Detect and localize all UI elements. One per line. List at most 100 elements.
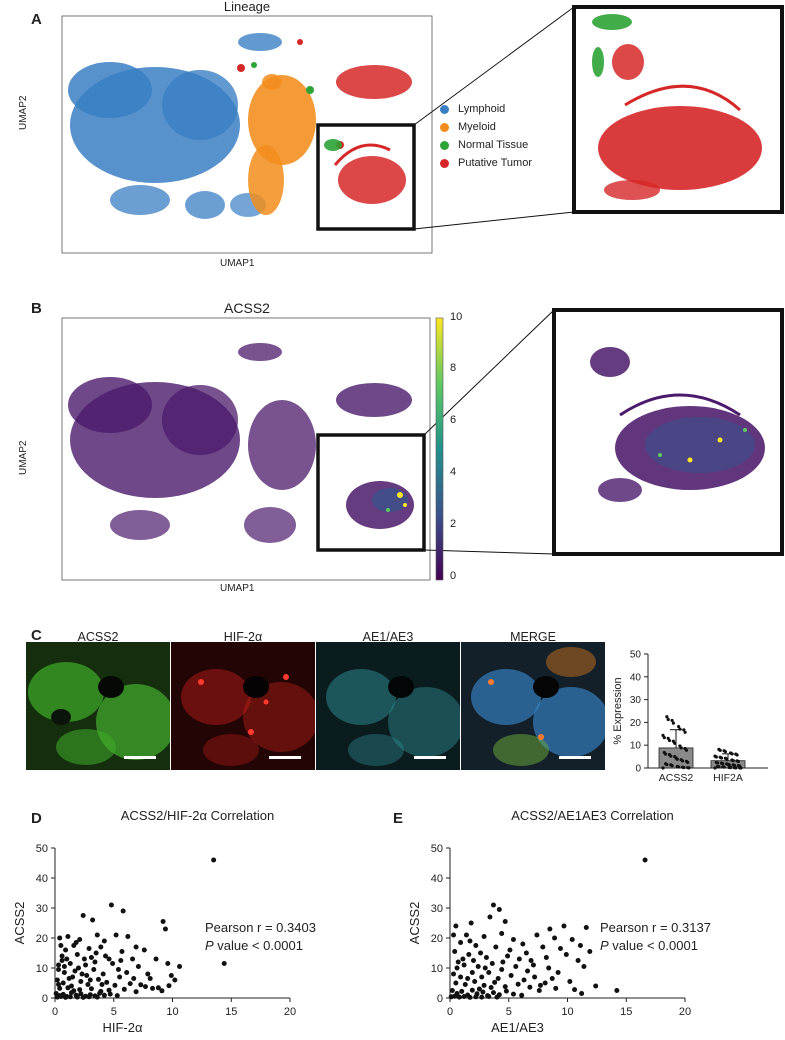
scatter-point <box>104 979 110 985</box>
scatter-point <box>546 965 552 971</box>
scale-bar <box>559 756 591 759</box>
merge-micrograph <box>461 642 605 770</box>
scatter-point <box>97 990 103 996</box>
scatter-point <box>56 982 62 987</box>
putative-tumor-cluster <box>237 39 412 204</box>
bar-data-point <box>722 749 726 753</box>
scatter-x-tick-label: 15 <box>620 1006 632 1018</box>
scatter-point <box>145 971 151 977</box>
scatter-point <box>502 984 508 990</box>
bar-data-point <box>675 764 679 769</box>
scatter-point <box>81 956 87 962</box>
scatter-point <box>572 987 578 993</box>
image-label: HIF-2α <box>223 630 263 644</box>
bar-data-point <box>717 747 721 751</box>
scatter-point <box>130 956 136 962</box>
scatter-point <box>88 955 94 960</box>
scatter-point <box>466 952 472 957</box>
scatter-point <box>67 961 73 966</box>
scatter-point <box>490 902 496 908</box>
panel-a-legend: Lymphoid Myeloid Normal Tissue Putative … <box>440 100 565 172</box>
zoom-line-bottom <box>423 549 555 555</box>
ae1ae3-micrograph <box>316 642 460 770</box>
scatter-point <box>553 985 559 991</box>
panel-b-zoom-box <box>316 433 426 552</box>
zoom-line-bottom <box>413 211 575 230</box>
scatter-point <box>483 955 489 960</box>
scatter-point <box>100 971 106 977</box>
scatter-point <box>557 946 563 951</box>
scatter-point <box>58 994 64 999</box>
scatter-point <box>121 986 127 992</box>
scatter-point <box>98 944 104 950</box>
bar-data-point <box>718 755 722 759</box>
scatter-point <box>467 994 473 1000</box>
scatter-point <box>561 923 567 929</box>
scatter-point <box>54 977 60 983</box>
scatter-point <box>77 937 83 942</box>
scatter-point <box>505 953 511 959</box>
scatter-point <box>488 985 494 990</box>
bar-data-point <box>714 760 718 764</box>
scatter-point <box>56 967 62 972</box>
lymphoid-cluster <box>68 33 282 219</box>
bar-y-tick-label: 50 <box>630 650 642 661</box>
scatter-point <box>159 988 165 994</box>
scatter-point <box>119 949 125 954</box>
bar-data-point <box>680 765 685 769</box>
scatter-point <box>469 970 475 975</box>
scatter-point <box>642 857 648 863</box>
bar-data-point <box>673 754 677 759</box>
scatter-y-tick-label: 10 <box>431 963 443 975</box>
scatter-point <box>86 994 92 1000</box>
scatter-point <box>133 944 139 950</box>
scatter-point <box>500 959 506 965</box>
scatter-point <box>106 956 112 962</box>
scatter-point <box>177 964 183 969</box>
scatter-point <box>523 950 529 956</box>
scatter-point <box>114 993 120 999</box>
panel-b-plot-frame <box>61 317 431 581</box>
scatter-point <box>487 914 493 920</box>
scatter-point <box>108 902 114 908</box>
scatter-point <box>57 935 63 941</box>
scatter-point <box>451 932 457 938</box>
colorbar-tick: 8 <box>450 362 457 374</box>
panel-a-title: Lineage <box>223 0 271 14</box>
p-value-annotation: P value < 0.0001 <box>205 938 303 953</box>
scatter-point <box>131 976 137 981</box>
myeloid-cluster <box>248 74 316 215</box>
scatter-point <box>84 973 90 978</box>
scatter-point <box>76 965 81 971</box>
scatter-point <box>112 982 118 988</box>
scatter-point <box>542 980 548 986</box>
ae1ae3-correlation-scatter: ACSS2/AE1AE3 Correlation 0 10 20 30 40 50 0 5 10 1… <box>407 808 711 1035</box>
bar-data-point <box>661 733 665 738</box>
colorbar-tick: 4 <box>450 466 457 478</box>
scatter-y-tick-label: 0 <box>437 993 443 1005</box>
scatter-point <box>150 985 156 991</box>
scatter-point <box>60 980 66 986</box>
colorbar-tick: 2 <box>450 518 457 530</box>
scatter-point <box>454 965 460 971</box>
bar-data-point <box>666 736 670 740</box>
scatter-point <box>482 965 488 971</box>
scatter-point <box>160 919 166 924</box>
bar-data-point <box>738 766 742 770</box>
pearson-r-annotation: Pearson r = 0.3137 <box>600 920 711 935</box>
scatter-point <box>508 973 514 978</box>
p-value-text: value < 0.0001 <box>214 938 303 953</box>
scatter-y-tick-label: 30 <box>36 903 48 915</box>
image-label: MERGE <box>510 630 556 644</box>
bar-data-point <box>721 765 725 769</box>
scatter-point <box>469 987 475 993</box>
scatter-point <box>74 952 80 957</box>
scatter-point <box>63 994 69 1000</box>
scatter-point <box>90 917 96 923</box>
panel-label-e: E <box>393 810 404 827</box>
zoom-line-top <box>423 309 555 436</box>
scatter-y-tick-label: 40 <box>431 873 443 885</box>
scatter-point <box>221 961 227 966</box>
scatter-point <box>211 857 217 863</box>
scatter-point <box>142 984 148 990</box>
